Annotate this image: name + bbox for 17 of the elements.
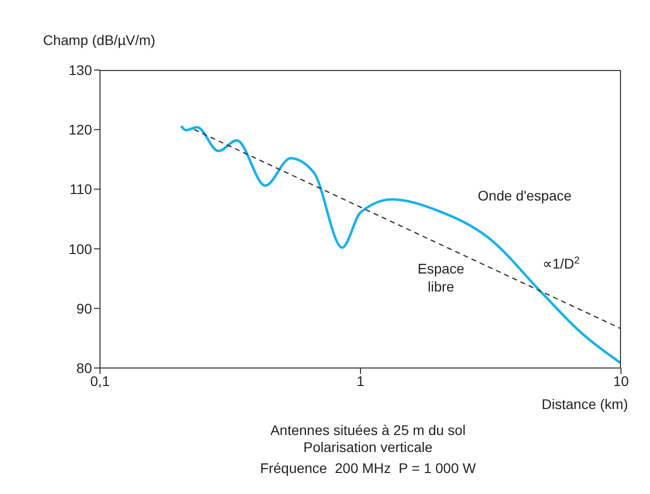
y-axis-title: Champ (dB/µV/m) [43,32,156,48]
text: Fréquence 200 MHz P = 1 000 W [259,460,477,477]
x-tick-label: 0,1 [90,372,110,389]
y-tick-label: 110 [70,181,92,198]
y-tick-label: 130 [68,62,92,78]
text: Antennes situées à 25 m du sol [269,422,467,439]
x-tick-label: 1 [356,372,365,389]
series-label: Onde d'espace [478,188,572,204]
annotation: ∝1/D$^{2}$ [542,255,580,272]
x-axis-title: Distance (km) [542,396,628,412]
y-tick-label: 100 [68,240,92,257]
x-tick-label: 10 [613,372,629,389]
text: Polarisation verticale [302,439,434,456]
y-tick-label: 90 [76,300,92,316]
series-label: Espace libre [418,260,465,295]
y-tick-label: 120 [68,122,92,138]
y-tick-label: 80 [76,360,92,376]
